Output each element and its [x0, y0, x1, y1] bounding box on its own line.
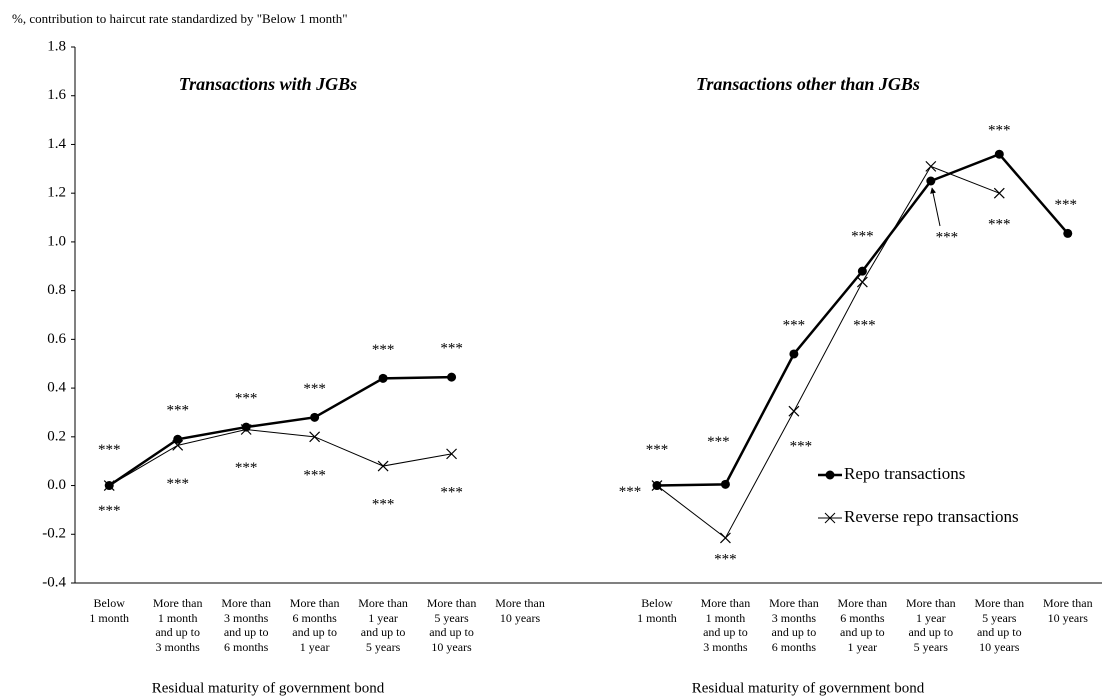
data-point: [378, 373, 388, 383]
y-tick-label: -0.2: [42, 526, 66, 542]
significance-label: ***: [936, 229, 959, 245]
significance-label: ***: [646, 442, 669, 458]
x-tick-label: More than 1 year and up to 5 years: [906, 596, 956, 654]
series-line: [108, 429, 452, 486]
x-tick-label: More than 6 months and up to 1 year: [289, 596, 340, 654]
x-tick-label: More than 1 month and up to 3 months: [152, 596, 203, 654]
data-point: [172, 439, 184, 451]
y-tick-label: 0.4: [47, 380, 66, 396]
significance-label: ***: [988, 123, 1011, 139]
significance-label: ***: [166, 403, 189, 419]
significance-label: ***: [714, 551, 737, 567]
data-point: [720, 532, 731, 544]
data-point: [447, 372, 457, 382]
y-tick-label: 0.8: [47, 282, 66, 298]
significance-label: ***: [707, 434, 730, 450]
y-tick-label: 1.0: [47, 233, 66, 249]
x-tick-label: More than 1 month and up to 3 months: [700, 596, 751, 654]
y-tick-label: 0.6: [47, 331, 66, 347]
data-point: [1063, 228, 1073, 238]
x-tick-label: Below 1 month: [637, 596, 677, 625]
significance-label: ***: [303, 467, 326, 483]
data-point: [377, 460, 389, 472]
series-line: [108, 375, 452, 487]
data-point: [103, 480, 115, 491]
significance-label: ***: [440, 341, 463, 357]
x-axis-label: Residual maturity of government bond: [692, 680, 925, 696]
significance-label: ***: [235, 460, 258, 476]
data-point: [240, 424, 252, 435]
significance-label: ***: [440, 484, 463, 500]
significance-label: ***: [372, 342, 395, 358]
x-tick-label: More than 3 months and up to 6 months: [221, 596, 271, 654]
data-point: [788, 405, 800, 417]
legend-marker: [825, 470, 835, 480]
data-point: [309, 431, 321, 443]
annotation-arrow: [930, 187, 941, 227]
x-tick-label: Below 1 month: [89, 596, 130, 625]
y-tick-label: 1.8: [47, 38, 66, 54]
x-tick-label: More than 5 years and up to 10 years: [426, 596, 477, 654]
significance-label: ***: [98, 442, 121, 458]
panel-title: Transactions with JGBs: [179, 74, 357, 94]
legend-label: Repo transactions: [844, 464, 965, 483]
data-point: [856, 276, 868, 288]
x-axis-label: Residual maturity of government bond: [152, 680, 385, 696]
y-tick-label: 1.2: [47, 185, 66, 201]
data-point: [926, 176, 936, 186]
x-tick-label: More than 10 years: [495, 596, 545, 625]
x-tick-label: More than 3 months and up to 6 months: [769, 596, 819, 654]
significance-label: ***: [851, 229, 874, 245]
data-point: [994, 149, 1004, 159]
x-tick-label: More than 6 months and up to 1 year: [837, 596, 888, 654]
data-point: [446, 448, 457, 460]
panel-title: Transactions other than JGBs: [696, 74, 920, 94]
x-tick-label: More than 10 years: [1042, 596, 1093, 625]
x-tick-label: More than 1 year and up to 5 years: [358, 596, 408, 654]
significance-label: ***: [783, 317, 806, 333]
data-point: [857, 266, 867, 276]
significance-label: ***: [98, 503, 121, 519]
significance-label: ***: [619, 484, 642, 500]
y-tick-label: 1.4: [47, 136, 66, 152]
data-point: [789, 349, 799, 359]
significance-label: ***: [1055, 197, 1078, 213]
data-point: [310, 412, 320, 422]
y-tick-label: -0.4: [42, 574, 66, 590]
legend-label: Reverse repo transactions: [844, 507, 1019, 526]
data-point: [173, 434, 183, 444]
y-tick-label: 0.0: [47, 477, 66, 493]
significance-label: ***: [988, 217, 1011, 233]
data-point: [925, 160, 937, 172]
y-tick-label: 1.6: [47, 87, 66, 103]
significance-label: ***: [372, 496, 395, 512]
data-point: [720, 479, 730, 489]
subtitle: %, contribution to haircut rate standard…: [12, 11, 348, 26]
significance-label: ***: [853, 318, 876, 334]
legend-marker: [824, 512, 836, 524]
x-tick-label: More than 5 years and up to 10 years: [974, 596, 1025, 654]
y-tick-label: 0.2: [47, 428, 66, 444]
significance-label: ***: [790, 439, 813, 455]
data-point: [651, 480, 663, 491]
significance-label: ***: [166, 476, 189, 492]
data-point: [993, 187, 1005, 199]
series-line: [656, 165, 1000, 539]
significance-label: ***: [303, 381, 326, 397]
significance-label: ***: [235, 391, 258, 407]
